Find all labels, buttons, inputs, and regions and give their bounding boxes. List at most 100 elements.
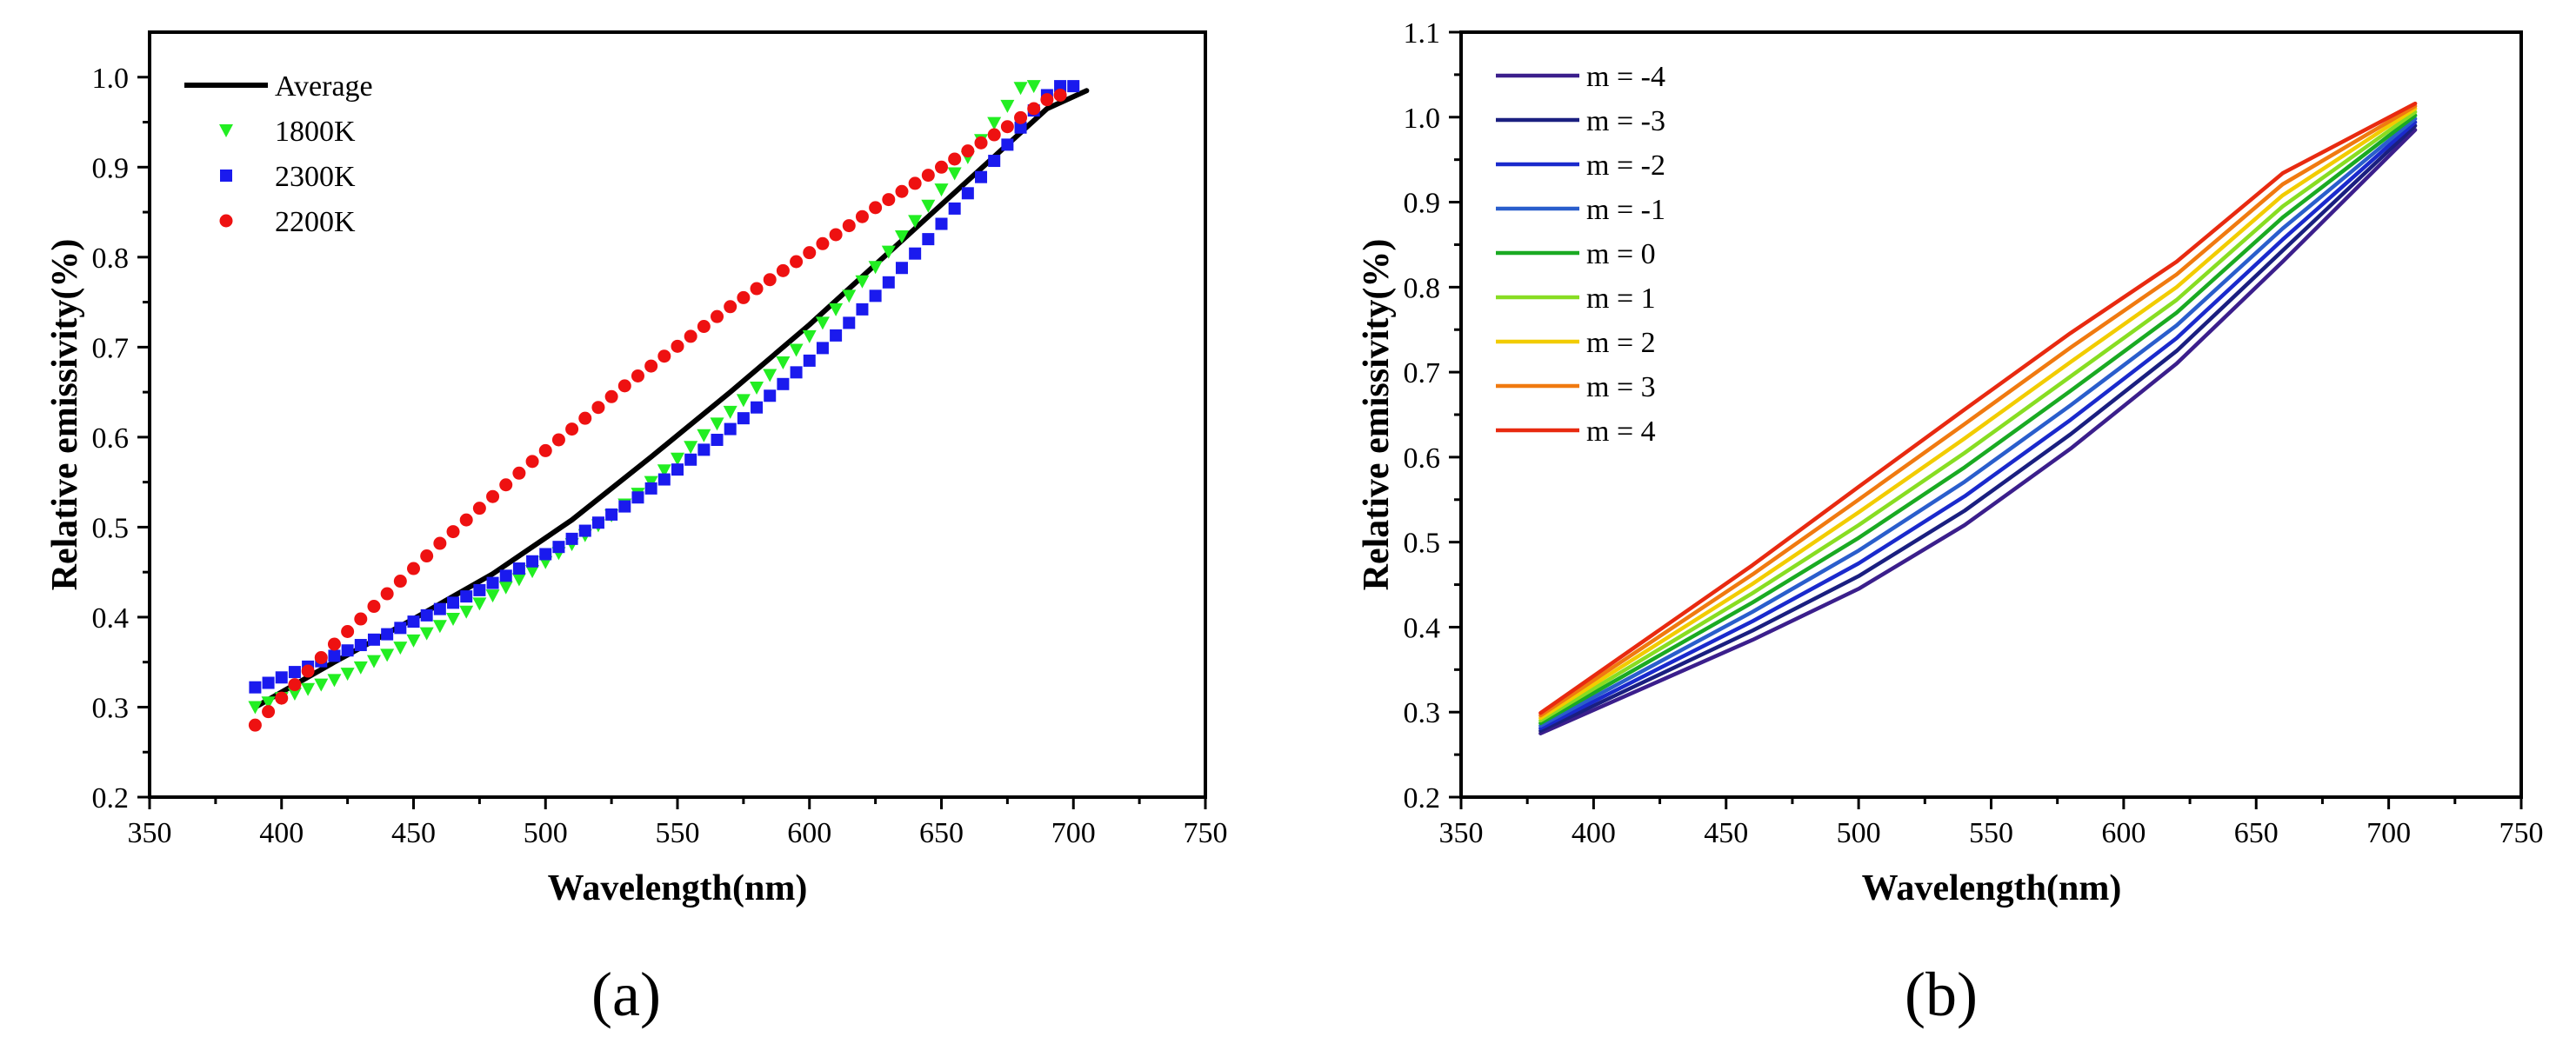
chart-a-series-2200k-point xyxy=(908,176,922,190)
chart-a-series-1800k-point xyxy=(710,417,724,431)
chart-a-series-2300k-point xyxy=(354,639,367,652)
chart-a-series-1800k-point xyxy=(894,230,909,244)
chart-a-series-1800k-point xyxy=(261,696,276,710)
chart-a-series-1800k-point xyxy=(327,674,342,688)
chart-a-series-2300k-point xyxy=(1067,80,1080,93)
chart-a-series-1800k-point xyxy=(511,573,526,587)
chart-a-series-2300k-point xyxy=(869,289,882,303)
chart-a-series-2300k-point xyxy=(790,366,803,379)
chart-a-y-tick-label: 0.6 xyxy=(92,422,130,455)
chart-a-legend-swatch xyxy=(219,214,233,228)
chart-a-series-2200k-point xyxy=(525,455,539,469)
chart-a-series-2200k-point xyxy=(869,201,883,215)
chart-a-series-2300k-point xyxy=(381,628,394,641)
chart-b-series-m3-line xyxy=(1538,103,2418,718)
chart-a-series-2300k-point xyxy=(367,633,380,646)
chart-a-series-2300k-point xyxy=(578,524,591,537)
chart-a-series-1800k-point xyxy=(485,589,500,603)
chart-a-y-tick-label: 0.9 xyxy=(92,152,130,184)
chart-a-series-1800k-point xyxy=(802,329,817,343)
chart-a-series-2300k-point xyxy=(618,500,631,513)
chart-a-series-1800k-point xyxy=(908,215,923,229)
chart-a-series-2200k-point xyxy=(354,612,368,626)
chart-b-legend: m = -4 m = -3 m = -2 m = -1 m = 0 m = 1 m = 2 m… xyxy=(1496,61,1665,448)
chart-a-series-2300k-point xyxy=(394,622,407,635)
chart-a-series-1800k-point xyxy=(1013,82,1028,96)
chart-a-y-axis-label: Relative emissivity(%) xyxy=(45,239,85,591)
chart-a-series-2200k-point xyxy=(327,637,341,651)
chart-a-series-1800k-point xyxy=(340,668,355,682)
chart-a-series-2200k-point xyxy=(816,236,830,250)
chart-b-legend-label: m = 1 xyxy=(1586,283,1656,315)
chart-a-series-2200k-point xyxy=(974,136,988,150)
chart-a-series-2200k-point xyxy=(842,219,856,233)
chart-a-series-2200k-point xyxy=(446,525,460,539)
chart-b-legend-label: m = 3 xyxy=(1586,371,1656,403)
chart-b-y-tick-label: 0.6 xyxy=(1404,442,1441,475)
chart-b-series xyxy=(1538,101,2418,735)
chart-a-series-2200k-point xyxy=(499,478,513,492)
chart-a-series-2200k-point xyxy=(1014,110,1028,124)
chart-a-series-2300k-point xyxy=(935,217,948,230)
chart-a-series-2300k-point xyxy=(605,508,618,521)
chart-b-series-mminus1-line xyxy=(1538,116,2418,728)
chart-a-series-2200k-point xyxy=(617,379,631,393)
chart-a-legend-label: 1800K xyxy=(275,116,356,148)
chart-b-y-tick-label: 1.1 xyxy=(1404,17,1441,50)
chart-a-series-2300k-point xyxy=(512,562,525,575)
chart-b-x-tick-label: 750 xyxy=(2499,817,2544,849)
chart-a-series-2200k-point xyxy=(420,549,434,563)
chart-a-y-tick-label: 0.4 xyxy=(92,602,130,635)
chart-a-series-1800k-point xyxy=(248,701,263,715)
chart-a-series-2300k-point xyxy=(975,170,988,183)
chart-a-series-1800k-point xyxy=(393,642,408,655)
chart-b-y-tick-label: 0.8 xyxy=(1404,272,1441,304)
chart-a-series-2300k-point xyxy=(909,247,922,260)
chart-a-series-2300k-point xyxy=(830,329,843,342)
chart-a-series-2200k-point xyxy=(829,228,843,242)
chart-a-series-2300k-point xyxy=(526,555,539,568)
chart-b-x-tick-label: 350 xyxy=(1439,817,1484,849)
chart-a-ticks: 350 400 450 500 550 600 650 700 750 0.2 0.3 0.4 0.5 0… xyxy=(92,63,1228,849)
chart-a-series-2300k-point xyxy=(697,443,711,456)
chart-a-x-tick-label: 700 xyxy=(1051,817,1096,849)
chart-a-series-2300k-point xyxy=(988,155,1001,168)
chart-b-x-tick-label: 550 xyxy=(1969,817,2013,849)
chart-b-series-mminus4-line xyxy=(1538,128,2418,735)
chart-a-series-2200k-point xyxy=(882,193,896,207)
chart-b-x-tick-label: 650 xyxy=(2234,817,2279,849)
chart-a-series-2200k-point xyxy=(855,209,869,223)
chart-a-y-tick-label: 0.8 xyxy=(92,243,130,275)
chart-a-series-1800k-point xyxy=(987,116,1002,130)
chart-a-series-1800k-point xyxy=(472,597,487,611)
chart-a-series-2300k-point xyxy=(1054,80,1067,93)
chart-a-series-2200k-point xyxy=(657,349,671,363)
chart-a-series-2200k-point xyxy=(341,625,355,639)
chart-a-y-tick-label: 0.7 xyxy=(92,332,130,364)
chart-a-legend-label: 2300K xyxy=(275,161,356,193)
chart-a-legend: Average 1800K 2300K 2200K xyxy=(184,70,373,238)
chart-a-series-1800k-point xyxy=(525,565,540,579)
chart-b-panel-label: (b) xyxy=(1905,960,1978,1029)
chart-a-series-2200k-point xyxy=(803,246,817,260)
chart-a-series-2200k-point xyxy=(551,433,565,447)
chart-a-series-2300k-point xyxy=(644,482,657,495)
chart-a-series-2200k-point xyxy=(790,255,804,269)
chart-a-series-1800k-point xyxy=(446,613,461,627)
chart-a-series-2200k-point xyxy=(248,718,262,732)
chart-b-legend-label: m = -4 xyxy=(1586,61,1665,93)
chart-a-series-1800k-point xyxy=(934,183,949,197)
chart-a-series-2200k-point xyxy=(380,587,394,601)
chart-b-x-tick-label: 500 xyxy=(1837,817,1881,849)
chart-b-legend-label: m = 4 xyxy=(1586,416,1656,448)
chart-a-series-2300k-point xyxy=(724,422,737,436)
chart-b-ticks: 350 400 450 500 550 600 650 700 750 0.2 0.3 0.4 0.5 0… xyxy=(1404,17,2544,849)
chart-a-series-2200k-point xyxy=(262,705,276,719)
chart-a-series-2200k-point xyxy=(591,401,605,415)
chart-a-series-2200k-point xyxy=(433,536,447,550)
chart-a-series-2300k-point xyxy=(922,233,935,246)
chart-a-series-2300k-point xyxy=(552,541,565,554)
chart-a-series-1800k-point xyxy=(736,394,751,408)
chart-a-series-1800k-point xyxy=(498,581,513,595)
